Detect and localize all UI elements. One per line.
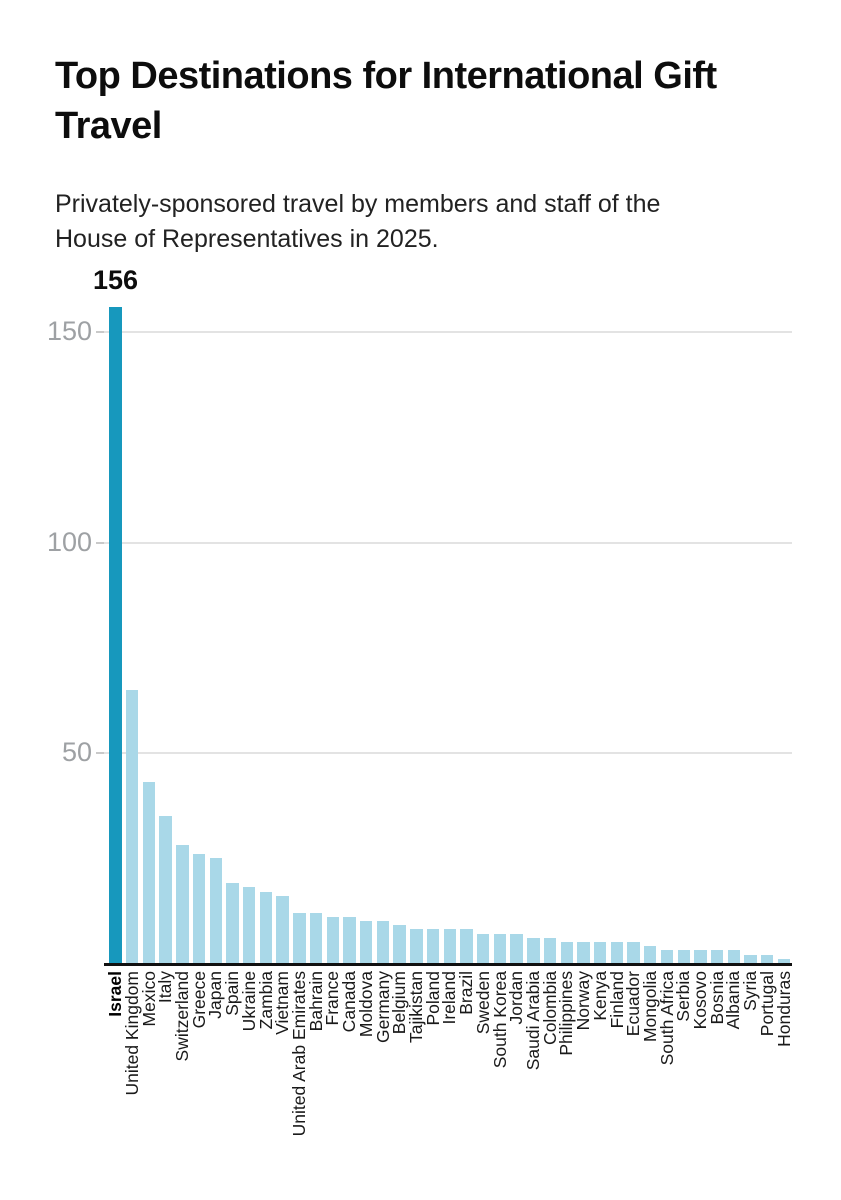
x-axis-label: Honduras xyxy=(773,971,794,1196)
bar-saudi-arabia xyxy=(527,937,540,963)
bar-germany xyxy=(376,921,390,963)
bar-finland xyxy=(610,942,624,963)
bar-switzerland xyxy=(176,845,189,963)
bar-bahrain xyxy=(309,912,323,963)
gridline xyxy=(103,331,792,334)
bar-united-arab-emirates xyxy=(293,912,306,963)
bar-japan xyxy=(209,857,222,963)
bar-bosnia xyxy=(710,950,724,963)
bar-serbia xyxy=(677,950,690,963)
bar-honduras xyxy=(777,958,791,963)
bar-canada xyxy=(343,916,356,963)
bar-norway xyxy=(577,942,590,963)
bar-united-kingdom xyxy=(126,689,139,963)
bar-ecuador xyxy=(627,942,640,963)
x-axis-label: Mexico xyxy=(139,971,159,1196)
bar-south-korea xyxy=(493,933,507,963)
bar-kenya xyxy=(593,942,607,963)
bar-poland xyxy=(426,929,440,963)
x-axis-label-text: Honduras xyxy=(773,971,794,1047)
bar-tajikistan xyxy=(410,929,423,963)
chart-title: Top Destinations for International Gift … xyxy=(55,55,717,148)
x-axis-label-text: Kenya xyxy=(589,971,610,1021)
x-axis-label-text: Sweden xyxy=(472,971,493,1035)
y-grid-tick xyxy=(96,331,104,334)
bar-ukraine xyxy=(243,887,256,963)
bar-albania xyxy=(727,950,741,963)
y-axis-tick-label: 100 xyxy=(46,526,92,557)
bar-kosovo xyxy=(694,950,707,963)
bar-italy xyxy=(159,815,172,963)
y-grid-tick xyxy=(96,541,104,544)
top-bar-value-annotation: 156 xyxy=(93,265,139,296)
bar-portugal xyxy=(761,954,774,963)
bar-belgium xyxy=(393,925,406,963)
bar-moldova xyxy=(360,921,373,963)
x-axis-line xyxy=(103,963,792,966)
bar-vietnam xyxy=(276,895,289,963)
y-grid-tick xyxy=(96,751,104,754)
gridline xyxy=(103,541,792,544)
bar-south-africa xyxy=(660,950,674,963)
bar-spain xyxy=(226,883,239,963)
bar-ireland xyxy=(443,929,456,963)
chart-subtitle: Privately-sponsored travel by members an… xyxy=(55,190,661,253)
x-axis-label: Kenya xyxy=(589,971,610,1196)
x-axis-label: Sweden xyxy=(472,971,493,1196)
bar-syria xyxy=(744,954,757,963)
gridline xyxy=(103,751,792,754)
bar-colombia xyxy=(543,937,557,963)
y-axis-tick-label: 50 xyxy=(61,736,92,767)
bar-jordan xyxy=(510,933,523,963)
bar-mongolia xyxy=(644,946,657,963)
y-axis-tick-label: 150 xyxy=(46,316,92,347)
bar-greece xyxy=(192,853,206,963)
bar-france xyxy=(326,916,339,963)
bar-israel xyxy=(109,307,122,963)
bar-sweden xyxy=(476,933,490,963)
bar-brazil xyxy=(460,929,473,963)
bar-mexico xyxy=(142,782,156,963)
bar-philippines xyxy=(560,942,573,963)
bar-zambia xyxy=(259,891,273,963)
